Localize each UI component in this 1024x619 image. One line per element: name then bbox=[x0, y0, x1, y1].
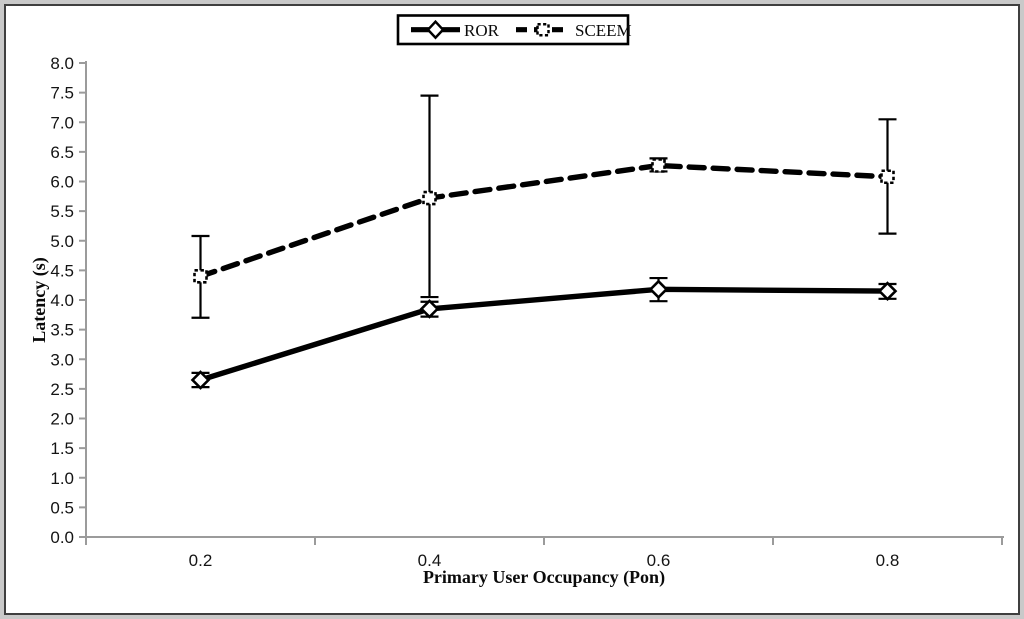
y-tick-label: 4.5 bbox=[50, 261, 74, 280]
series-lines-group bbox=[197, 162, 891, 383]
ror-data-point-marker bbox=[648, 279, 669, 300]
ror-data-point-marker bbox=[190, 370, 211, 390]
sceem-data-point-marker bbox=[651, 158, 666, 173]
y-tick-label: 7.0 bbox=[50, 113, 74, 132]
x-axis-title: Primary User Occupancy (Pon) bbox=[423, 567, 665, 588]
y-tick-label: 0.5 bbox=[50, 498, 74, 517]
y-tick-label: 5.0 bbox=[50, 232, 74, 251]
ror-data-point-marker bbox=[419, 299, 440, 319]
y-tick-label: 2.5 bbox=[50, 380, 74, 399]
sceem-series-line bbox=[197, 162, 891, 279]
sceem-data-point-marker bbox=[422, 190, 437, 206]
y-tick-label: 7.5 bbox=[50, 84, 74, 103]
y-tick-label: 6.5 bbox=[50, 143, 74, 162]
x-tick-label: 0.2 bbox=[189, 551, 213, 570]
ror-data-point-marker bbox=[877, 281, 898, 301]
x-tick-label: 0.6 bbox=[647, 551, 671, 570]
y-tick-label: 5.5 bbox=[50, 202, 74, 221]
sceem-data-point-marker bbox=[880, 169, 895, 185]
y-axis-title: Latency (s) bbox=[29, 257, 50, 342]
axes-group: 0.0 0.5 1.0 1.5 2.0 2.5 3.0 3.5 4.0 4.5 5.0 5.5 6.0 6… bbox=[50, 54, 1004, 570]
y-tick-label: 1.0 bbox=[50, 469, 74, 488]
y-tick-label: 2.0 bbox=[50, 410, 74, 429]
y-tick-label: 4.0 bbox=[50, 291, 74, 310]
sceem-legend-label: SCEEM bbox=[575, 21, 632, 40]
sceem-data-point-marker bbox=[193, 268, 208, 284]
y-tick-label: 0.0 bbox=[50, 528, 74, 547]
sceem-legend-square-icon bbox=[536, 22, 550, 37]
ror-legend-diamond-icon bbox=[426, 19, 445, 40]
ror-series-line bbox=[197, 286, 891, 383]
ror-legend-label: ROR bbox=[464, 21, 500, 40]
x-tick-label: 0.8 bbox=[876, 551, 900, 570]
y-tick-label: 1.5 bbox=[50, 439, 74, 458]
y-tick-label: 3.5 bbox=[50, 321, 74, 340]
y-tick-label: 8.0 bbox=[50, 54, 74, 73]
legend: ROR SCEEM bbox=[396, 14, 632, 46]
x-tick-label: 0.4 bbox=[418, 551, 442, 570]
y-tick-label: 3.0 bbox=[50, 350, 74, 369]
y-tick-label: 6.0 bbox=[50, 173, 74, 192]
data-markers-group bbox=[190, 158, 898, 390]
